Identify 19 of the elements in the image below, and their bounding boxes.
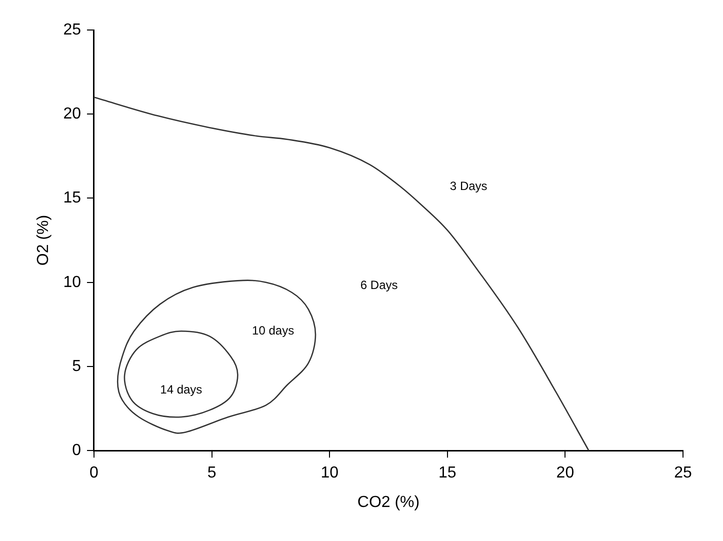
x-axis-title: CO2 (%) xyxy=(357,494,420,511)
y-axis-title: O2 (%) xyxy=(35,214,52,266)
y-tick-label: 20 xyxy=(63,106,82,123)
x-tick-label: 0 xyxy=(90,464,99,482)
x-tick-label: 20 xyxy=(556,464,574,482)
y-tick-label: 15 xyxy=(63,190,82,207)
y-tick-label: 5 xyxy=(72,358,82,375)
annotation: 6 Days xyxy=(360,278,398,292)
y-tick-label: 10 xyxy=(63,274,82,291)
annotation: 3 Days xyxy=(450,178,488,193)
line-series xyxy=(94,96,590,451)
y-tick-label: 25 xyxy=(63,21,82,38)
x-tick-label: 10 xyxy=(320,464,339,482)
y-tick-label: 0 xyxy=(72,442,82,460)
x-tick-label: 5 xyxy=(207,464,216,482)
x-tick-label: 15 xyxy=(438,464,456,482)
annotation: 14 days xyxy=(160,382,202,396)
x-tick-label: 25 xyxy=(674,464,692,482)
annotation: 10 days xyxy=(252,323,294,338)
